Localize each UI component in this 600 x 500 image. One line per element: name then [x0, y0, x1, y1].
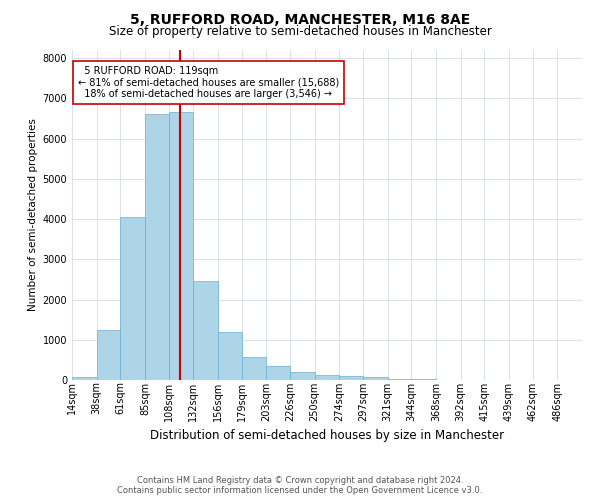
Bar — [242, 358, 266, 380]
Text: 5 RUFFORD ROAD: 119sqm
← 81% of semi-detached houses are smaller (15,688)
  18% : 5 RUFFORD ROAD: 119sqm ← 81% of semi-det… — [78, 66, 340, 99]
Bar — [72, 377, 97, 380]
Bar — [388, 379, 412, 380]
Bar — [169, 112, 193, 380]
Text: Contains HM Land Registry data © Crown copyright and database right 2024.
Contai: Contains HM Land Registry data © Crown c… — [118, 476, 482, 495]
Bar — [363, 377, 388, 380]
Bar — [340, 376, 363, 380]
Bar — [145, 114, 169, 380]
Text: Size of property relative to semi-detached houses in Manchester: Size of property relative to semi-detach… — [109, 25, 491, 38]
Bar — [314, 375, 340, 380]
Bar — [218, 332, 242, 380]
Bar — [121, 217, 145, 380]
Bar — [266, 366, 290, 380]
Bar — [97, 330, 121, 380]
Text: 5, RUFFORD ROAD, MANCHESTER, M16 8AE: 5, RUFFORD ROAD, MANCHESTER, M16 8AE — [130, 12, 470, 26]
Bar — [290, 372, 314, 380]
X-axis label: Distribution of semi-detached houses by size in Manchester: Distribution of semi-detached houses by … — [150, 429, 504, 442]
Bar — [193, 282, 218, 380]
Y-axis label: Number of semi-detached properties: Number of semi-detached properties — [28, 118, 38, 312]
